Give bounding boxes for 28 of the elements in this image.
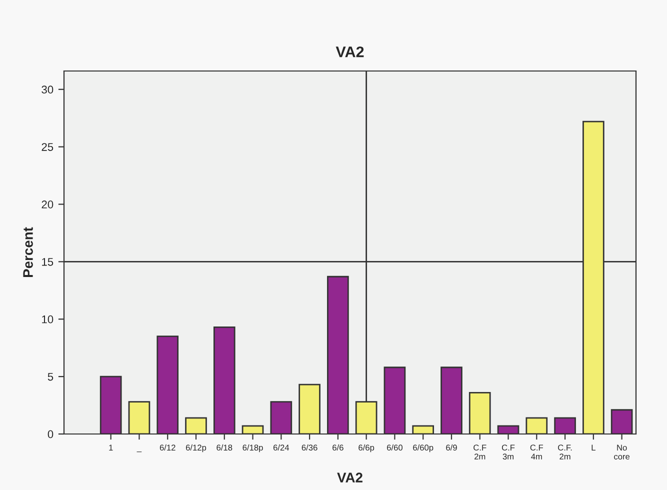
x-tick-label: 6/12p xyxy=(186,444,206,452)
x-tick-label: 6/36 xyxy=(302,444,318,451)
x-tick-label: 6/12 xyxy=(160,444,176,451)
y-tick-label: 5 xyxy=(48,372,54,381)
x-tick-label: C.F 3m xyxy=(502,444,515,460)
x-tick-label: 6/6p xyxy=(358,444,374,452)
x-tick-label: 6/6 xyxy=(332,444,344,451)
chart-title: VA2 xyxy=(336,46,364,58)
x-tick-label: C.F 2m xyxy=(474,444,486,460)
y-tick-label: 20 xyxy=(42,200,54,208)
y-tick-label: 30 xyxy=(42,86,54,94)
y-tick-label: 15 xyxy=(42,258,54,266)
x-tick-label: C.F. 2m xyxy=(558,444,572,460)
x-tick-label: 6/18p xyxy=(242,444,263,452)
y-axis-title: Percent xyxy=(23,227,33,278)
y-tick-label: 10 xyxy=(42,315,54,324)
x-tick-label: No core xyxy=(614,444,630,460)
x-tick-label: 6/24 xyxy=(273,444,290,451)
x-tick-label: L xyxy=(592,444,596,450)
x-tick-label: 6/18 xyxy=(216,444,232,451)
x-tick-label: 1 xyxy=(109,444,113,450)
x-tick-label: 6/9 xyxy=(446,444,457,451)
x-tick-label: 6/60p xyxy=(413,444,434,452)
y-tick-label: 25 xyxy=(42,143,54,151)
x-tick-label: C.F 4m xyxy=(530,444,544,460)
x-axis-title: VA2 xyxy=(337,472,362,482)
x-tick-label: 6/60 xyxy=(387,444,402,451)
y-tick-label: 0 xyxy=(48,430,54,438)
